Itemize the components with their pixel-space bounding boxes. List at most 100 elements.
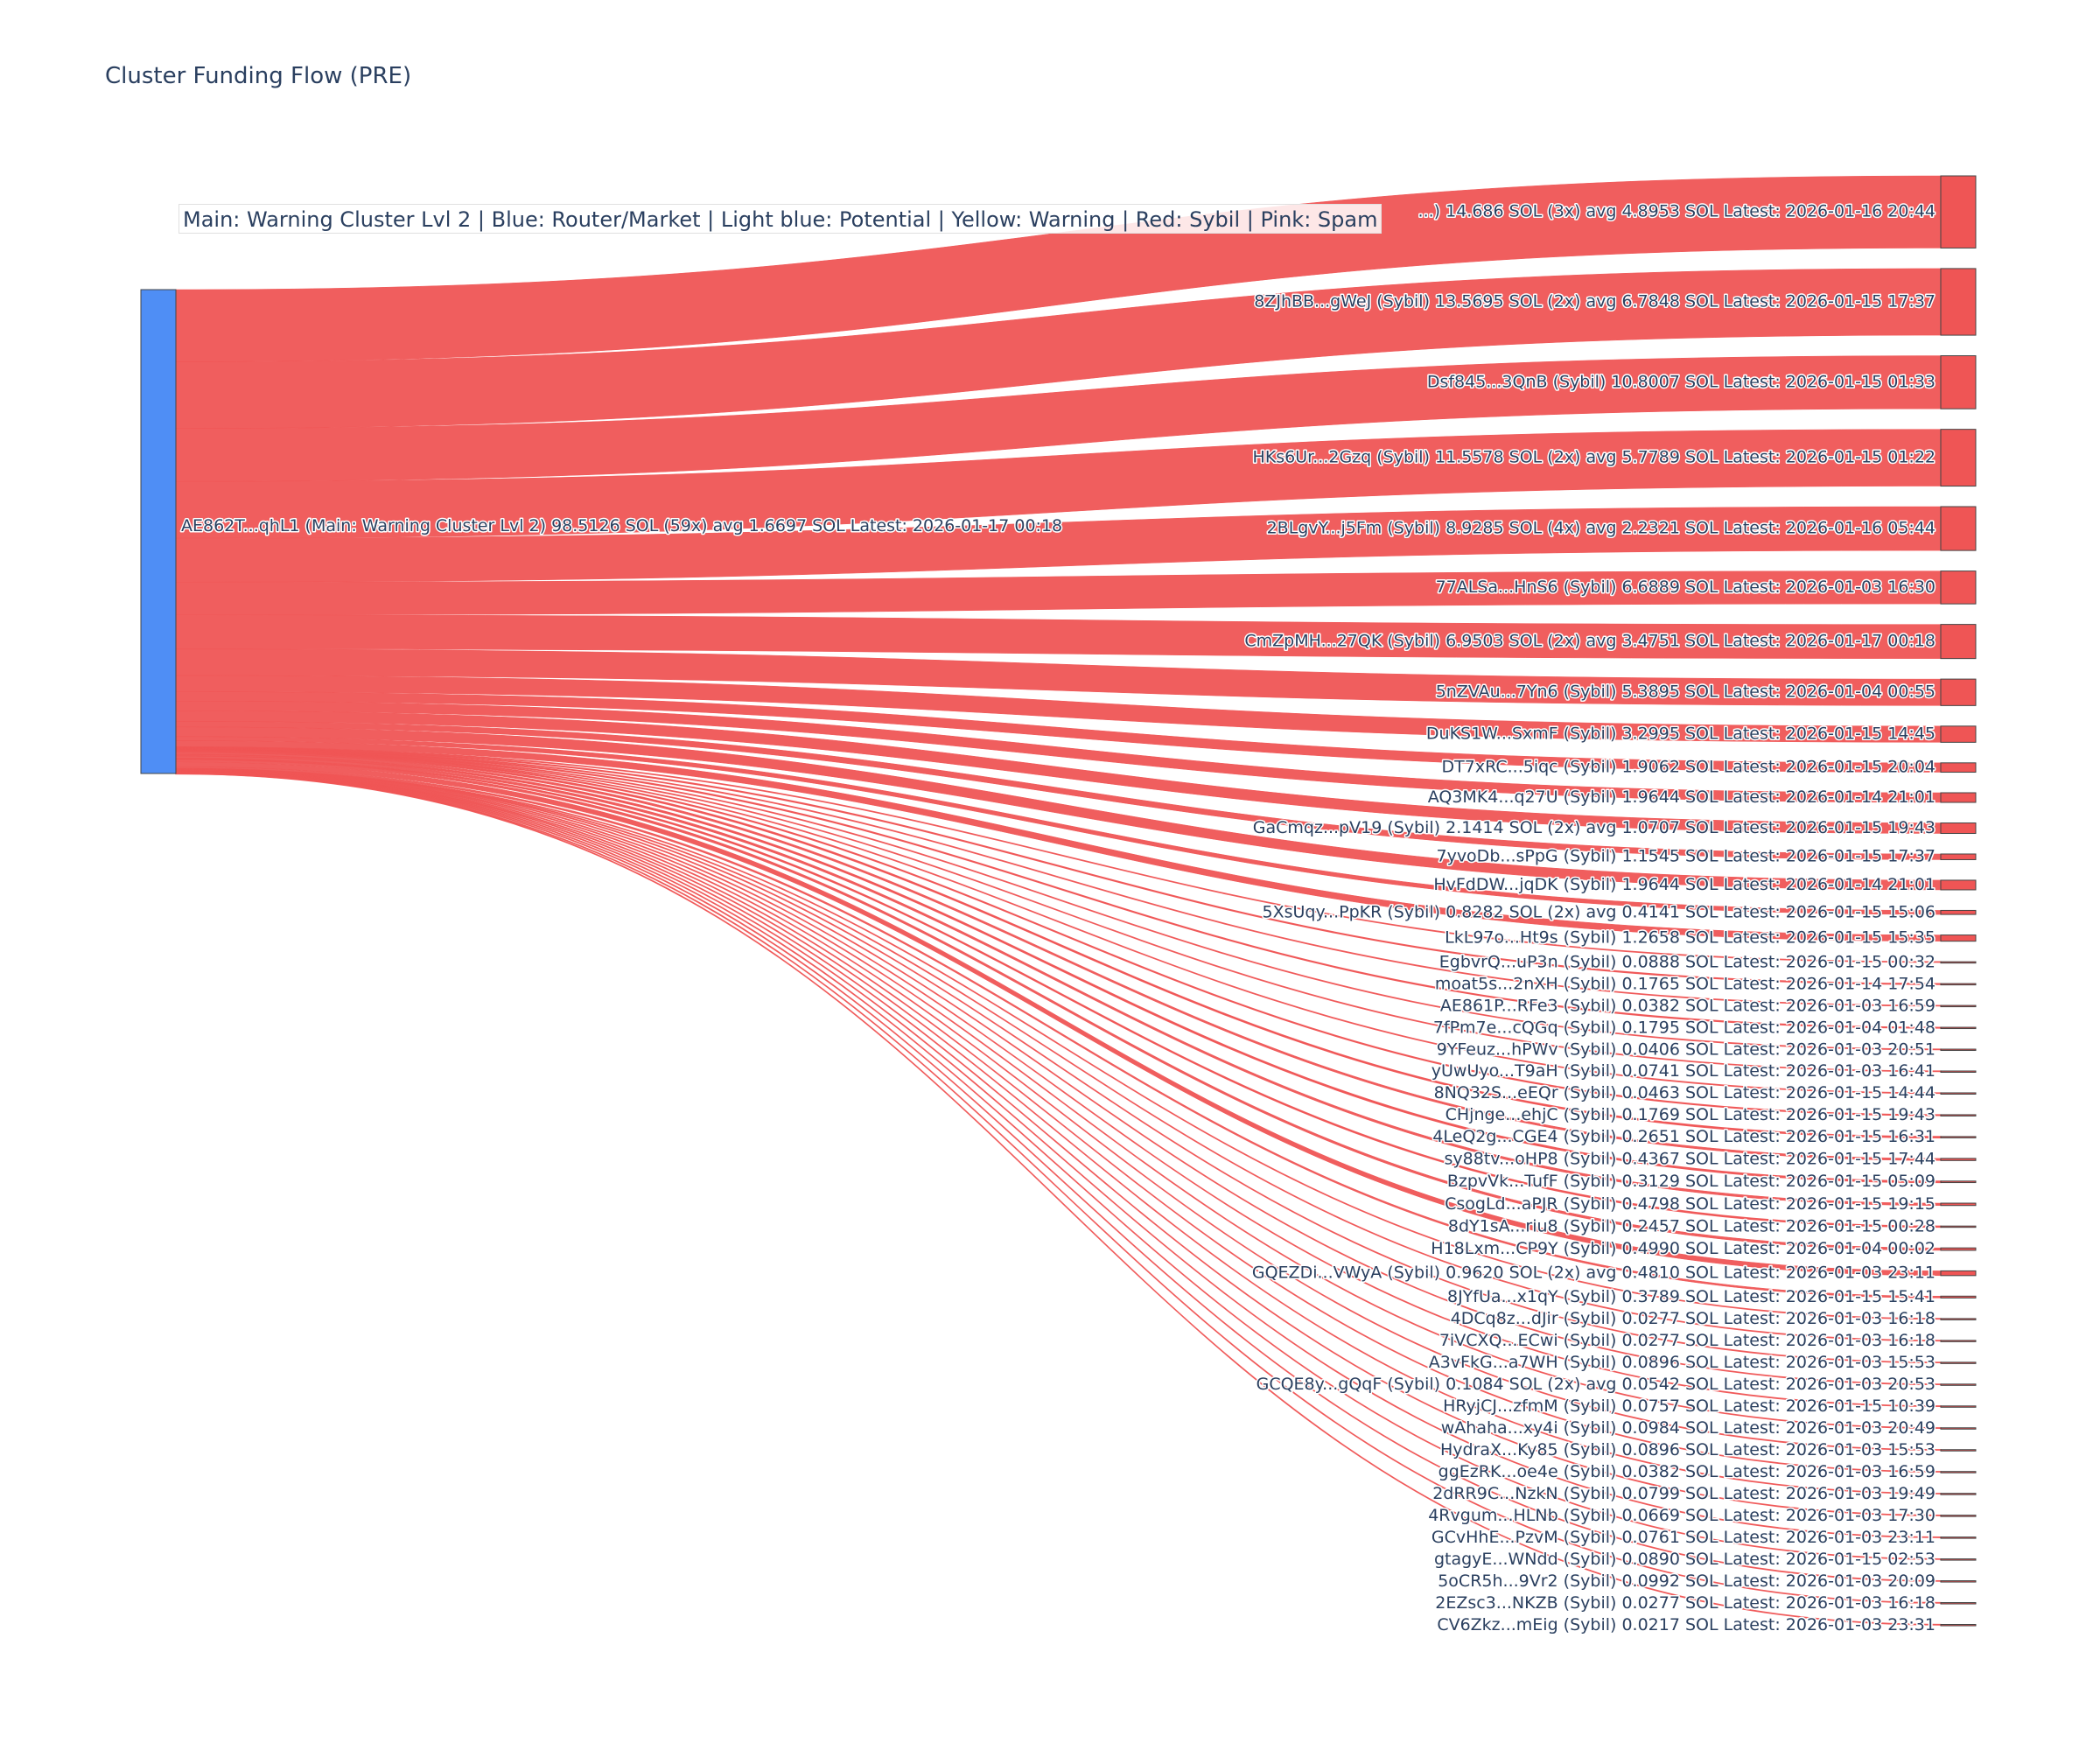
target-node-label: BzpvVk...TufF (Sybil) 0.3129 SOL Latest:…	[1447, 1172, 1936, 1191]
target-node[interactable]	[1940, 506, 1977, 551]
target-node[interactable]	[1940, 1004, 1977, 1008]
target-node-label: 5oCR5h...9Vr2 (Sybil) 0.0992 SOL Latest:…	[1438, 1572, 1936, 1591]
target-node-label: 8NQ32S...eEQr (Sybil) 0.0463 SOL Latest:…	[1434, 1083, 1936, 1102]
target-node[interactable]	[1940, 1405, 1977, 1408]
target-node[interactable]	[1940, 853, 1977, 860]
target-node-label: 2EZsc3...NKZB (Sybil) 0.0277 SOL Latest:…	[1435, 1593, 1936, 1613]
target-node-label: ...) 14.686 SOL (3x) avg 4.8953 SOL Late…	[1418, 202, 1936, 221]
target-node-label: CHjnge...ehjC (Sybil) 0.1769 SOL Latest:…	[1446, 1105, 1936, 1124]
flow-links	[175, 175, 1942, 1626]
target-node-label: moat5s...2nXH (Sybil) 0.1765 SOL Latest:…	[1435, 974, 1936, 993]
target-node[interactable]	[1940, 624, 1977, 660]
target-node[interactable]	[1940, 1558, 1977, 1561]
target-node-label: CmZpMH...27QK (Sybil) 6.9503 SOL (2x) av…	[1244, 632, 1936, 651]
target-node-label: 8ZJhBB...gWeJ (Sybil) 13.5695 SOL (2x) a…	[1254, 291, 1936, 311]
flow-nodes	[140, 175, 1977, 1627]
target-node[interactable]	[1940, 762, 1977, 774]
target-node-label: LkL97o...Ht9s (Sybil) 1.2658 SOL Latest:…	[1445, 928, 1936, 948]
target-node[interactable]	[1940, 1114, 1977, 1116]
target-node[interactable]	[1940, 1202, 1977, 1207]
node-labels: AE862T...qhL1 (Main: Warning Cluster Lvl…	[180, 200, 1937, 1635]
target-node[interactable]	[1940, 1270, 1977, 1277]
target-node[interactable]	[1940, 792, 1977, 803]
target-node[interactable]	[1940, 1624, 1977, 1627]
legend-box: Main: Warning Cluster Lvl 2 | Blue: Rout…	[178, 204, 1382, 234]
target-node[interactable]	[1940, 983, 1977, 986]
target-node[interactable]	[1940, 1340, 1977, 1342]
target-node[interactable]	[1940, 1225, 1977, 1228]
target-node-label: 8dY1sA...riu8 (Sybil) 0.2457 SOL Latest:…	[1448, 1216, 1936, 1236]
source-node-label: AE862T...qhL1 (Main: Warning Cluster Lvl…	[181, 516, 1062, 536]
target-node[interactable]	[1940, 1493, 1977, 1495]
target-node-label: 9YFeuz...hPWv (Sybil) 0.0406 SOL Latest:…	[1437, 1040, 1936, 1059]
target-node[interactable]	[1940, 1515, 1977, 1517]
target-node[interactable]	[1940, 429, 1977, 487]
target-node[interactable]	[1940, 1536, 1977, 1539]
target-node-label: 2BLgvY...j5Fm (Sybil) 8.9285 SOL (4x) av…	[1267, 519, 1936, 538]
target-node-label: 2dRR9C...NzkN (Sybil) 0.0799 SOL Latest:…	[1432, 1484, 1936, 1503]
target-node-label: GCvHhE...PzvM (Sybil) 0.0761 SOL Latest:…	[1432, 1528, 1936, 1547]
target-node[interactable]	[1940, 1070, 1977, 1073]
target-node-label: DT7xRC...5iqc (Sybil) 1.9062 SOL Latest:…	[1442, 758, 1936, 777]
target-node[interactable]	[1940, 1048, 1977, 1052]
target-node-label: GQEZDi...VWyA (Sybil) 0.9620 SOL (2x) av…	[1252, 1264, 1936, 1283]
target-node[interactable]	[1940, 1026, 1977, 1030]
target-node-label: GCQE8y...gQqF (Sybil) 0.1084 SOL (2x) av…	[1256, 1375, 1936, 1394]
target-node[interactable]	[1940, 934, 1977, 942]
target-node-label: AE861P...RFe3 (Sybil) 0.0382 SOL Latest:…	[1440, 996, 1936, 1015]
target-node-label: HKs6Ur...2Gzq (Sybil) 11.5578 SOL (2x) a…	[1253, 448, 1936, 467]
target-node-label: CV6Zkz...mEig (Sybil) 0.0217 SOL Latest:…	[1437, 1615, 1936, 1634]
target-node-label: GaCmqz...pV19 (Sybil) 2.1414 SOL (2x) av…	[1253, 818, 1936, 837]
target-node-label: 7fPm7e...cQGq (Sybil) 0.1795 SOL Latest:…	[1433, 1018, 1936, 1037]
target-node-label: 5XsUqy...PpKR (Sybil) 0.8282 SOL (2x) av…	[1262, 902, 1936, 921]
target-node-label: sy88tv...oHP8 (Sybil) 0.4367 SOL Latest:…	[1445, 1150, 1936, 1169]
target-node-label: 7yvoDb...sPpG (Sybil) 1.1545 SOL Latest:…	[1436, 847, 1936, 866]
target-node-label: AQ3MK4...q27U (Sybil) 1.9644 SOL Latest:…	[1428, 788, 1936, 807]
target-node-label: 7iVCXQ...ECwi (Sybil) 0.0277 SOL Latest:…	[1439, 1331, 1936, 1350]
target-node-label: ggEzRK...oe4e (Sybil) 0.0382 SOL Latest:…	[1438, 1462, 1936, 1481]
target-node-label: Dsf845...3QnB (Sybil) 10.8007 SOL Latest…	[1427, 372, 1936, 391]
target-node[interactable]	[1940, 355, 1977, 410]
target-node-label: gtagyE...WNdd (Sybil) 0.0890 SOL Latest:…	[1434, 1550, 1936, 1569]
target-node-label: DuKS1W...SxmF (Sybil) 3.2995 SOL Latest:…	[1426, 724, 1936, 744]
target-node[interactable]	[1940, 822, 1977, 835]
target-node-label: HRyjCJ...zfmM (Sybil) 0.0757 SOL Latest:…	[1443, 1396, 1936, 1416]
target-node-label: 4LeQ2g...CGE4 (Sybil) 0.2651 SOL Latest:…	[1432, 1127, 1936, 1146]
target-node-label: HydraX...Ky85 (Sybil) 0.0896 SOL Latest:…	[1440, 1440, 1936, 1460]
target-node[interactable]	[1940, 1180, 1977, 1184]
target-node[interactable]	[1940, 1295, 1977, 1298]
target-node[interactable]	[1940, 1136, 1977, 1138]
target-node[interactable]	[1940, 961, 1977, 964]
page-title: Cluster Funding Flow (PRE)	[105, 63, 412, 89]
target-node-label: 4DCq8z...dJir (Sybil) 0.0277 SOL Latest:…	[1451, 1309, 1936, 1328]
target-node[interactable]	[1940, 1383, 1977, 1386]
target-node[interactable]	[1940, 175, 1977, 248]
target-node[interactable]	[1940, 1449, 1977, 1452]
target-node[interactable]	[1940, 1602, 1977, 1605]
target-node[interactable]	[1940, 1247, 1977, 1251]
target-node[interactable]	[1940, 1092, 1977, 1095]
target-node-label: HvFdDW...jqDK (Sybil) 1.9644 SOL Latest:…	[1433, 875, 1936, 894]
target-node[interactable]	[1940, 879, 1977, 891]
target-node-label: 4Rvgum...HLNb (Sybil) 0.0669 SOL Latest:…	[1428, 1506, 1936, 1525]
target-node[interactable]	[1940, 268, 1977, 336]
target-node[interactable]	[1940, 1471, 1977, 1474]
target-node[interactable]	[1940, 678, 1977, 706]
target-node[interactable]	[1940, 1158, 1977, 1161]
target-node-label: wAhaha...xy4i (Sybil) 0.0984 SOL Latest:…	[1441, 1418, 1936, 1438]
target-node[interactable]	[1940, 1427, 1977, 1430]
target-node-label: H18Lxm...CP9Y (Sybil) 0.4990 SOL Latest:…	[1431, 1239, 1936, 1258]
target-node[interactable]	[1940, 1362, 1977, 1364]
target-node[interactable]	[1940, 570, 1977, 605]
target-node[interactable]	[1940, 725, 1977, 743]
target-node-label: A3vFkG...a7WH (Sybil) 0.0896 SOL Latest:…	[1429, 1353, 1936, 1372]
target-node-label: 5nZVAu...7Yn6 (Sybil) 5.3895 SOL Latest:…	[1436, 682, 1936, 702]
target-node-label: EgbvrQ...uP3n (Sybil) 0.0888 SOL Latest:…	[1439, 952, 1936, 971]
target-node[interactable]	[1940, 1580, 1977, 1583]
target-node-label: CsogLd...aPJR (Sybil) 0.4798 SOL Latest:…	[1445, 1194, 1936, 1214]
target-node-label: 77ALSa...HnS6 (Sybil) 6.6889 SOL Latest:…	[1436, 578, 1936, 597]
source-node[interactable]	[140, 289, 177, 774]
target-node[interactable]	[1940, 1318, 1977, 1320]
target-node[interactable]	[1940, 909, 1977, 915]
